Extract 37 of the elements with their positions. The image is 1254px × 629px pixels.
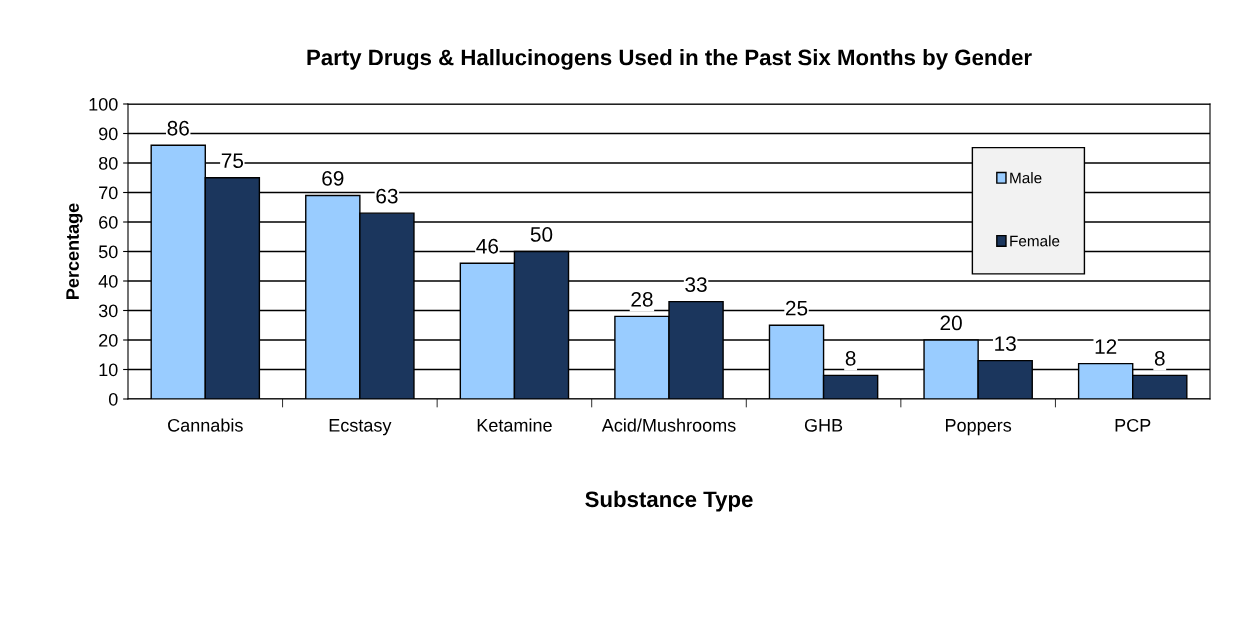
y-tick-label: 60: [99, 215, 118, 229]
legend-label: Female: [1010, 235, 1060, 247]
data-label: 20: [940, 315, 962, 331]
y-tick-label: 0: [108, 392, 118, 406]
data-label: 28: [631, 291, 653, 307]
y-tick-label: 70: [99, 186, 118, 200]
x-tick-label: Acid/Mushrooms: [601, 418, 736, 432]
data-label: 69: [322, 171, 344, 186]
x-tick-label: Cannabis: [168, 418, 243, 432]
data-label: 12: [1095, 339, 1117, 354]
x-tick-label: Ecstasy: [329, 419, 392, 436]
x-axis-title: Substance Type: [585, 490, 753, 512]
data-label: 46: [476, 238, 499, 254]
data-label: 13: [995, 336, 1016, 351]
x-tick-label: Ketamine: [477, 418, 552, 432]
x-tick-label: PCP: [1115, 418, 1151, 432]
data-label: 8: [1154, 350, 1165, 366]
data-label: 8: [845, 350, 856, 366]
y-tick-label: 10: [99, 363, 118, 377]
chart-title: Party Drugs & Hallucinogens Used in the Past Six Months by Gender: [307, 49, 1032, 70]
data-label: 50: [530, 227, 553, 242]
y-tick-label: 100: [89, 97, 118, 111]
legend-label: Male: [1010, 172, 1042, 184]
x-tick-label: GHB: [804, 418, 843, 432]
y-tick-label: 80: [98, 156, 118, 170]
y-tick-label: 90: [99, 127, 118, 141]
y-tick-label: 40: [98, 274, 118, 288]
y-tick-label: 20: [99, 333, 118, 347]
data-label: 33: [685, 277, 707, 292]
data-label: 25: [785, 300, 808, 316]
y-axis-title: Percentage: [66, 203, 83, 299]
x-tick-label: Poppers: [946, 419, 1012, 436]
data-label: 75: [221, 153, 244, 169]
data-label: 63: [376, 188, 398, 204]
y-tick-label: 30: [98, 304, 118, 318]
y-tick-label: 50: [98, 245, 118, 259]
data-label: 86: [167, 120, 189, 136]
